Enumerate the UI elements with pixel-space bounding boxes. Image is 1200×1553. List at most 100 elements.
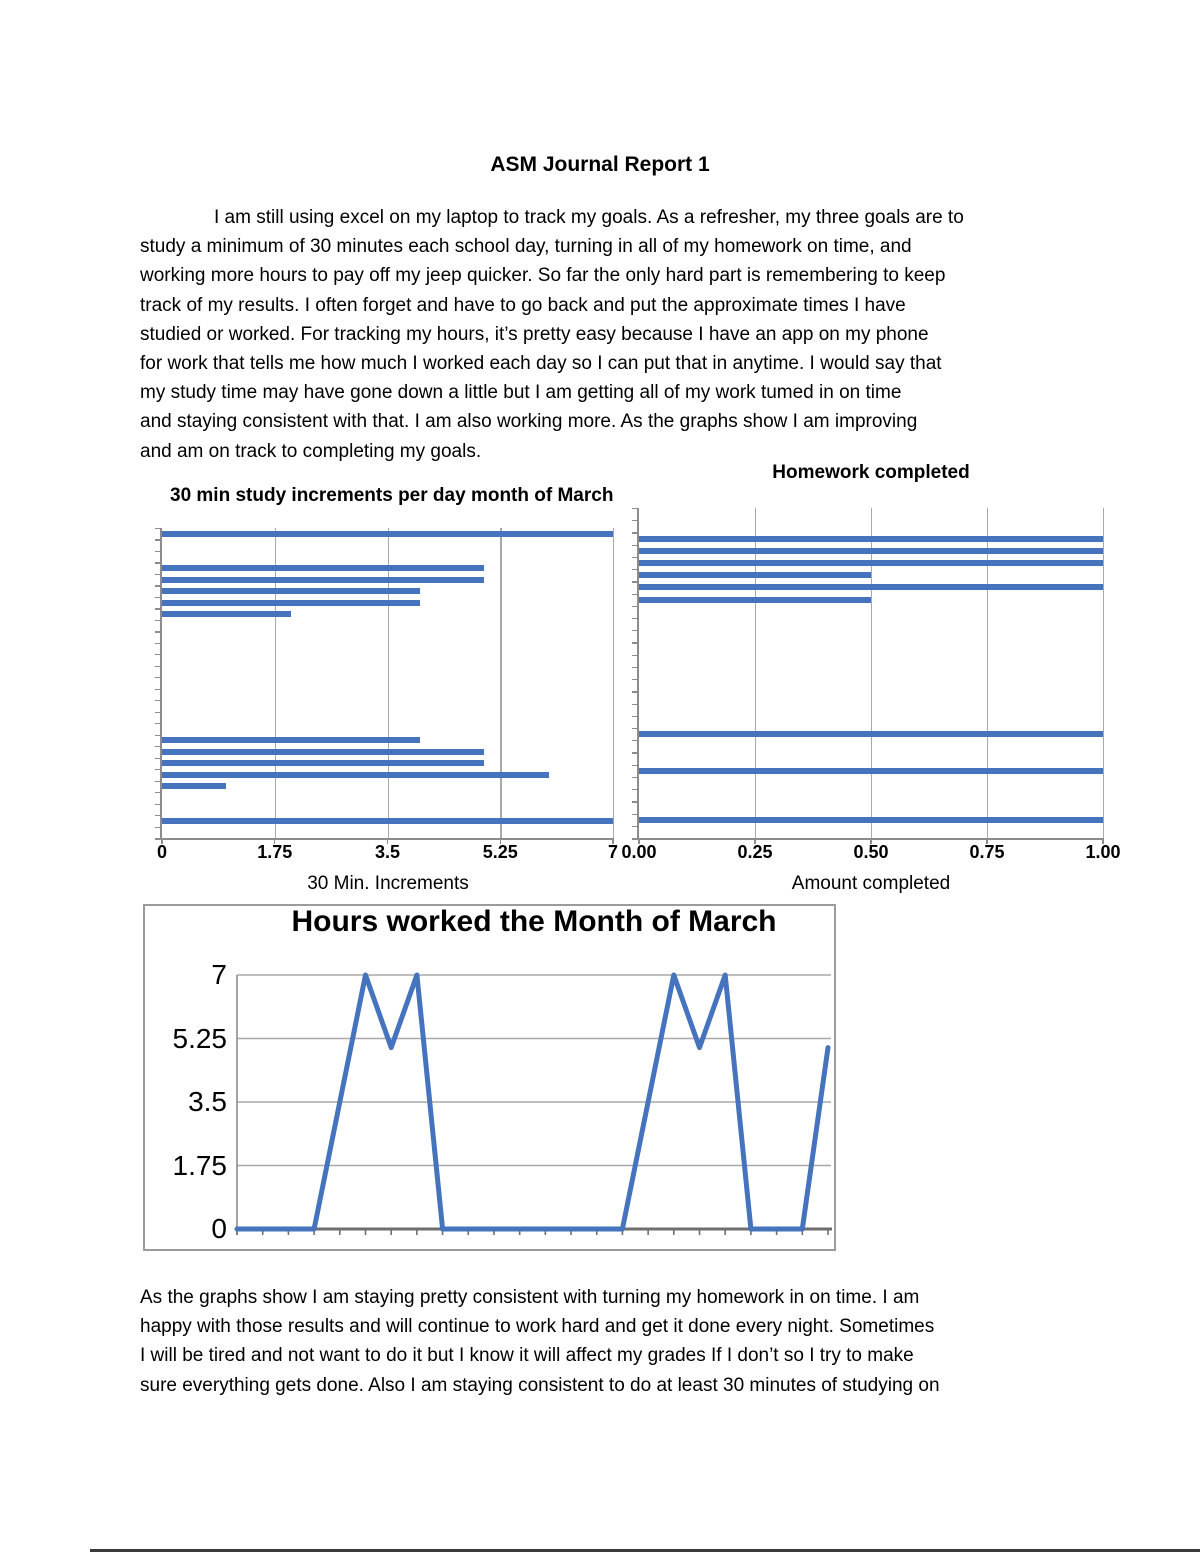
y-axis-tick xyxy=(632,789,639,791)
y-axis-line xyxy=(160,528,162,838)
gridline xyxy=(755,508,757,838)
x-axis-tick xyxy=(870,838,872,844)
y-axis-label: 5.25 xyxy=(172,1022,228,1054)
y-axis-tick xyxy=(155,826,162,828)
x-axis-tick xyxy=(638,838,640,844)
text-line: track of my results. I often forget and … xyxy=(140,294,906,316)
y-axis-tick xyxy=(155,803,162,805)
text-line: studied or worked. For tracking my hours… xyxy=(140,323,929,345)
y-axis-tick xyxy=(155,585,162,587)
y-axis-tick xyxy=(632,715,639,717)
y-axis-tick xyxy=(155,757,162,759)
x-axis-label: 7 xyxy=(607,842,619,862)
y-axis-tick xyxy=(155,573,162,576)
text-line: working more hours to pay off my jeep qu… xyxy=(140,265,946,287)
y-axis-tick xyxy=(155,780,162,782)
x-axis-tick xyxy=(499,838,501,844)
page-bottom-edge xyxy=(90,1549,1200,1552)
y-axis-tick xyxy=(632,520,639,522)
gridline xyxy=(500,528,502,838)
y-axis-line xyxy=(637,508,639,838)
y-axis-tick xyxy=(632,654,639,656)
y-axis-tick xyxy=(632,556,639,559)
y-axis-tick xyxy=(632,618,639,620)
x-axis-tick xyxy=(612,838,614,844)
hours-chart-title: Hours worked the Month of March xyxy=(291,905,777,938)
x-axis-line xyxy=(155,838,613,840)
bar xyxy=(162,748,485,755)
y-axis-tick xyxy=(632,825,639,827)
x-axis-tick xyxy=(986,838,988,844)
x-axis-label: 1.00 xyxy=(1085,842,1121,862)
study-chart-title: 30 min study increments per day month of… xyxy=(170,485,614,506)
homework-chart-xaxis-title: Amount completed xyxy=(791,873,951,894)
x-axis-label: 0 xyxy=(156,842,168,862)
y-axis-tick xyxy=(155,539,162,541)
bar xyxy=(639,816,1103,823)
bar xyxy=(162,588,420,595)
y-axis-tick xyxy=(632,508,639,510)
bar xyxy=(639,572,871,579)
y-axis-tick xyxy=(155,642,162,644)
y-axis-tick xyxy=(155,596,162,599)
y-axis-tick xyxy=(155,562,162,564)
text-line: happy with those results and will contin… xyxy=(140,1316,935,1338)
gridline xyxy=(1103,508,1105,838)
bar xyxy=(162,760,485,767)
bar xyxy=(639,584,1103,591)
y-axis-tick xyxy=(632,691,639,693)
gridline xyxy=(387,528,389,838)
text-line: and staying consistent with that. I am a… xyxy=(140,411,918,433)
text-line: I am still using excel on my laptop to t… xyxy=(214,207,964,228)
text-line: and am on track to completing my goals. xyxy=(140,440,482,462)
bar xyxy=(162,530,613,537)
x-axis-tick xyxy=(274,838,276,844)
y-axis-tick xyxy=(632,801,639,803)
y-axis-tick xyxy=(632,642,639,644)
hours-chart-frame xyxy=(143,904,836,1251)
y-axis-tick xyxy=(155,838,162,840)
y-axis-tick xyxy=(632,605,639,607)
y-axis-tick xyxy=(632,764,639,766)
y-axis-tick xyxy=(155,688,162,690)
x-axis-label: 0.50 xyxy=(853,842,889,862)
paragraph-2: As the graphs show I am staying pretty c… xyxy=(140,1283,940,1400)
y-axis-tick xyxy=(632,593,639,595)
y-axis-tick xyxy=(632,569,639,571)
text-line: for work that tells me how much I worked… xyxy=(140,353,942,375)
y-axis-tick xyxy=(155,792,162,794)
y-axis-tick xyxy=(155,619,162,622)
bar xyxy=(162,771,549,778)
x-axis-tick xyxy=(754,838,756,844)
hours-chart-plot xyxy=(234,972,832,1235)
x-axis-label: 0.25 xyxy=(737,842,773,862)
bar xyxy=(162,565,485,572)
gridline xyxy=(987,508,989,838)
bar xyxy=(639,731,1103,738)
bar xyxy=(162,737,420,744)
gridline xyxy=(274,528,277,838)
y-axis-tick xyxy=(155,734,162,736)
x-axis-tick xyxy=(386,838,389,844)
y-axis-tick xyxy=(155,528,162,530)
y-axis-label: 3.5 xyxy=(188,1086,227,1117)
gridline xyxy=(613,528,615,838)
y-axis-label: 0 xyxy=(211,1213,227,1244)
x-axis-label: 0.00 xyxy=(621,842,657,862)
y-axis-tick xyxy=(155,769,162,771)
x-axis-label: 3.5 xyxy=(374,842,401,862)
y-axis-tick xyxy=(632,776,639,779)
x-axis-label: 5.25 xyxy=(482,842,518,862)
y-axis-tick xyxy=(632,703,639,705)
bar xyxy=(639,596,871,603)
y-axis-tick xyxy=(155,700,162,702)
y-axis-tick xyxy=(155,815,162,817)
bar xyxy=(162,611,291,618)
bar xyxy=(639,560,1103,566)
bar xyxy=(162,783,227,790)
y-axis-tick xyxy=(155,746,162,748)
y-axis-tick xyxy=(155,677,162,679)
text-line: As the graphs show I am staying pretty c… xyxy=(140,1287,920,1308)
bar xyxy=(162,817,613,824)
